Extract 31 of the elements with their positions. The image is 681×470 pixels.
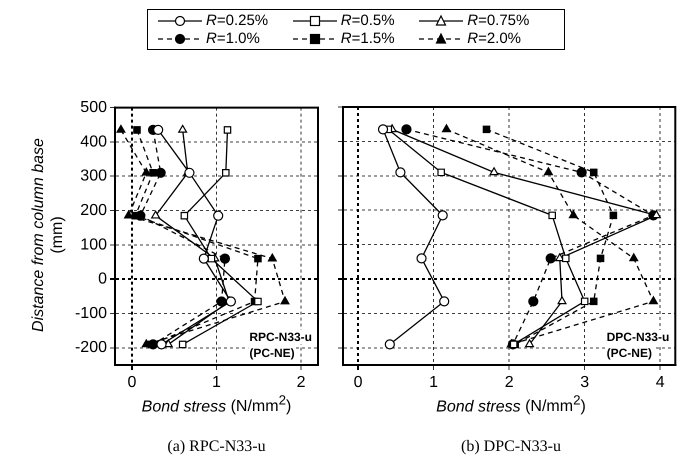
legend-label: R=1.5% — [340, 30, 395, 47]
text: (a) RPC-N33-u — [166, 438, 267, 456]
x-axis-title: Bond stress (N/mm$^{2}$) — [142, 393, 292, 416]
x-tick-label: 4 — [656, 374, 665, 392]
legend-label: R=2.0% — [467, 30, 522, 47]
y-tick-label: 0 — [98, 270, 108, 288]
y-axis-title: Distance from column base (mm) — [30, 138, 66, 332]
y-tick-label: 100 — [80, 236, 108, 254]
x-axis-title: Bond stress (N/mm$^{2}$) — [436, 393, 586, 416]
x-tick-label: 1 — [212, 374, 222, 392]
y-tick-label: 200 — [80, 202, 108, 219]
x-tick-label: 2 — [296, 374, 306, 392]
legend-label: R=1.0% — [206, 30, 260, 47]
x-tick-label: 3 — [580, 374, 590, 392]
x-tick-label: 2 — [504, 374, 514, 392]
annotation: DPC-N33-u — [606, 330, 670, 344]
x-tick-label: 1 — [429, 374, 438, 392]
x-tick-label: 0 — [127, 374, 136, 392]
y-tick-label: 500 — [80, 99, 108, 116]
y-tick-label: 300 — [80, 168, 108, 185]
annotation: (PC-NE) — [606, 346, 652, 360]
text: (b) DPC-N33-u — [460, 438, 562, 456]
legend-label: R=0.25% — [206, 12, 268, 29]
y-tick-label: -100 — [74, 304, 108, 322]
annotation: RPC-N33-u — [249, 330, 312, 344]
y-tick-label: 400 — [80, 133, 108, 150]
legend-label: R=0.5% — [340, 12, 395, 29]
y-tick-label: -200 — [74, 339, 108, 356]
annotation: (PC-NE) — [249, 346, 295, 360]
legend-label: R=0.75% — [467, 12, 530, 29]
x-tick-label: 0 — [354, 374, 363, 392]
